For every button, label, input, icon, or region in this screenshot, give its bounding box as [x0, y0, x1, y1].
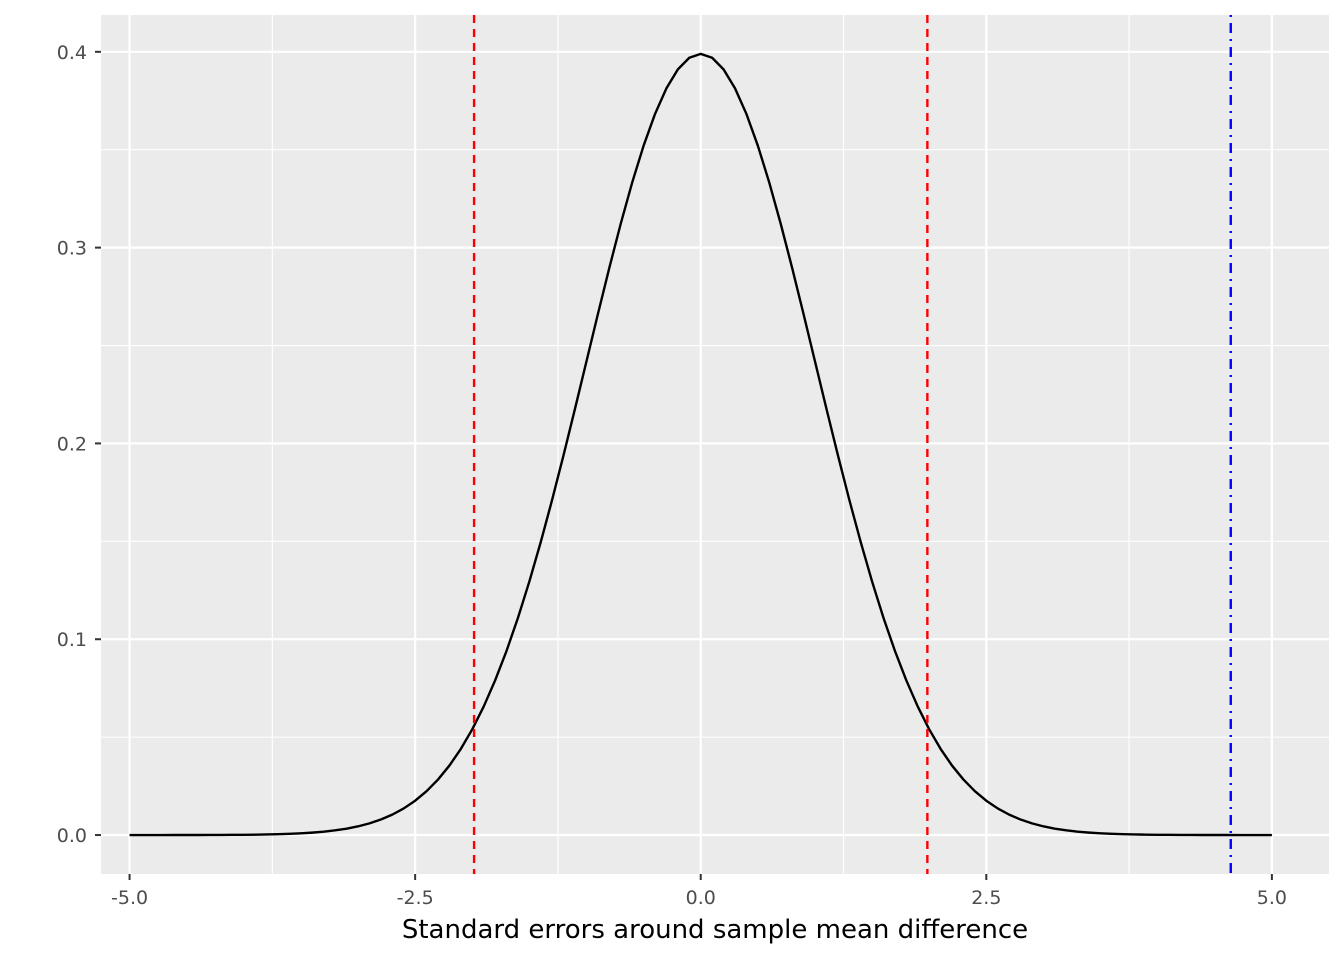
y-tick-label: 0.1 [57, 629, 87, 651]
major-gridlines [101, 15, 1329, 874]
y-tick-labels: 0.0 0.1 0.2 0.3 0.4 [57, 42, 87, 847]
axis-ticks [95, 50, 1273, 880]
y-tick-label: 0.4 [57, 42, 87, 64]
x-tick-labels: -5.0 -2.5 0.0 2.5 5.0 [111, 887, 1287, 909]
curve-layer [129, 52, 1272, 837]
x-tick-label: -2.5 [397, 887, 434, 909]
x-tick-label: 5.0 [1257, 887, 1287, 909]
reference-lines [472, 15, 1232, 874]
density-curve [129, 52, 1272, 837]
y-tick-label: 0.0 [57, 825, 87, 847]
x-tick-label: -5.0 [111, 887, 148, 909]
x-tick-label: 2.5 [971, 887, 1001, 909]
x-tick-label: 0.0 [686, 887, 716, 909]
x-axis-title: Standard errors around sample mean diffe… [402, 915, 1028, 945]
y-tick-label: 0.2 [57, 433, 87, 455]
y-tick-label: 0.3 [57, 238, 87, 260]
